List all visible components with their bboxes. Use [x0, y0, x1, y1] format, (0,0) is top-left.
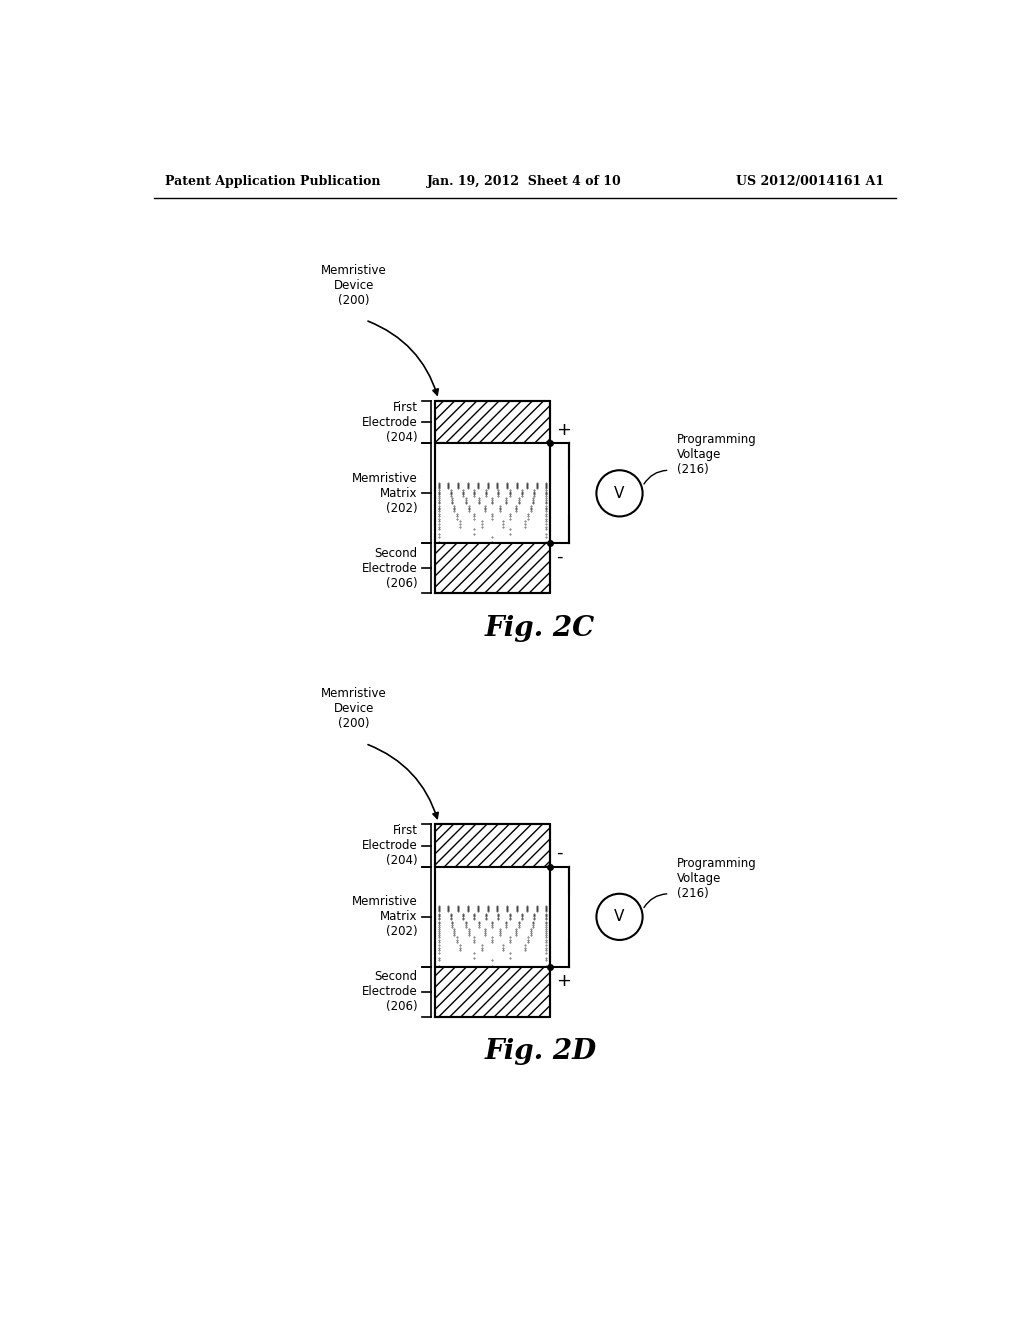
Text: Programming
Voltage
(216): Programming Voltage (216)	[677, 857, 757, 900]
Text: Fig. 2D: Fig. 2D	[484, 1038, 597, 1065]
Bar	[435, 444, 550, 482]
Text: V: V	[614, 486, 625, 500]
Bar	[435, 867, 550, 966]
Bar	[435, 825, 550, 867]
Text: +: +	[556, 972, 571, 990]
Text: First
Electrode
(204): First Electrode (204)	[362, 824, 418, 867]
Text: Programming
Voltage
(216): Programming Voltage (216)	[677, 433, 757, 477]
Text: V: V	[614, 909, 625, 924]
Text: Second
Electrode
(206): Second Electrode (206)	[362, 970, 418, 1014]
Text: +: +	[556, 421, 571, 438]
Text: US 2012/0014161 A1: US 2012/0014161 A1	[736, 176, 885, 187]
Bar	[435, 867, 550, 904]
Bar	[435, 544, 550, 594]
Bar	[435, 401, 550, 444]
Bar	[435, 444, 550, 544]
Text: Second
Electrode
(206): Second Electrode (206)	[362, 546, 418, 590]
Text: Memristive
Matrix
(202): Memristive Matrix (202)	[352, 895, 418, 939]
Text: Memristive
Matrix
(202): Memristive Matrix (202)	[352, 471, 418, 515]
Text: -: -	[556, 548, 563, 566]
Bar	[435, 966, 550, 1016]
Text: Memristive
Device
(200): Memristive Device (200)	[321, 688, 387, 730]
Text: Memristive
Device
(200): Memristive Device (200)	[321, 264, 387, 308]
Text: -: -	[556, 845, 563, 862]
Text: Fig. 2C: Fig. 2C	[484, 615, 595, 642]
Text: Patent Application Publication: Patent Application Publication	[165, 176, 381, 187]
Text: First
Electrode
(204): First Electrode (204)	[362, 401, 418, 444]
Text: Jan. 19, 2012  Sheet 4 of 10: Jan. 19, 2012 Sheet 4 of 10	[427, 176, 623, 187]
